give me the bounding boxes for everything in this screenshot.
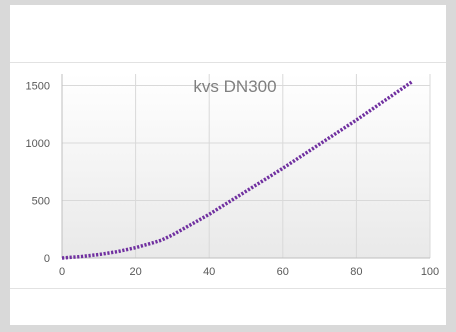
chart-title: kvs DN300 <box>193 77 276 96</box>
x-tick-label: 60 <box>277 266 289 278</box>
axes <box>61 74 430 259</box>
y-tick-label: 500 <box>32 196 50 208</box>
grid-lines <box>62 74 431 258</box>
x-tick-label: 100 <box>421 266 439 278</box>
plot-area <box>62 74 430 258</box>
y-tick-label: 0 <box>44 253 50 265</box>
panel-divider-bottom <box>10 288 446 289</box>
y-tick-label: 1000 <box>26 138 50 150</box>
x-tick-label: 80 <box>350 266 362 278</box>
x-tick-label: 40 <box>203 266 215 278</box>
panel-divider-top <box>10 62 446 63</box>
series-line <box>61 80 413 260</box>
x-tick-labels: 0 20 40 60 80 100 <box>59 266 439 278</box>
x-tick-label: 0 <box>59 266 65 278</box>
y-tick-label: 1500 <box>26 81 50 93</box>
x-tick-label: 20 <box>129 266 141 278</box>
y-tick-labels: 0 500 1000 1500 <box>26 81 50 266</box>
